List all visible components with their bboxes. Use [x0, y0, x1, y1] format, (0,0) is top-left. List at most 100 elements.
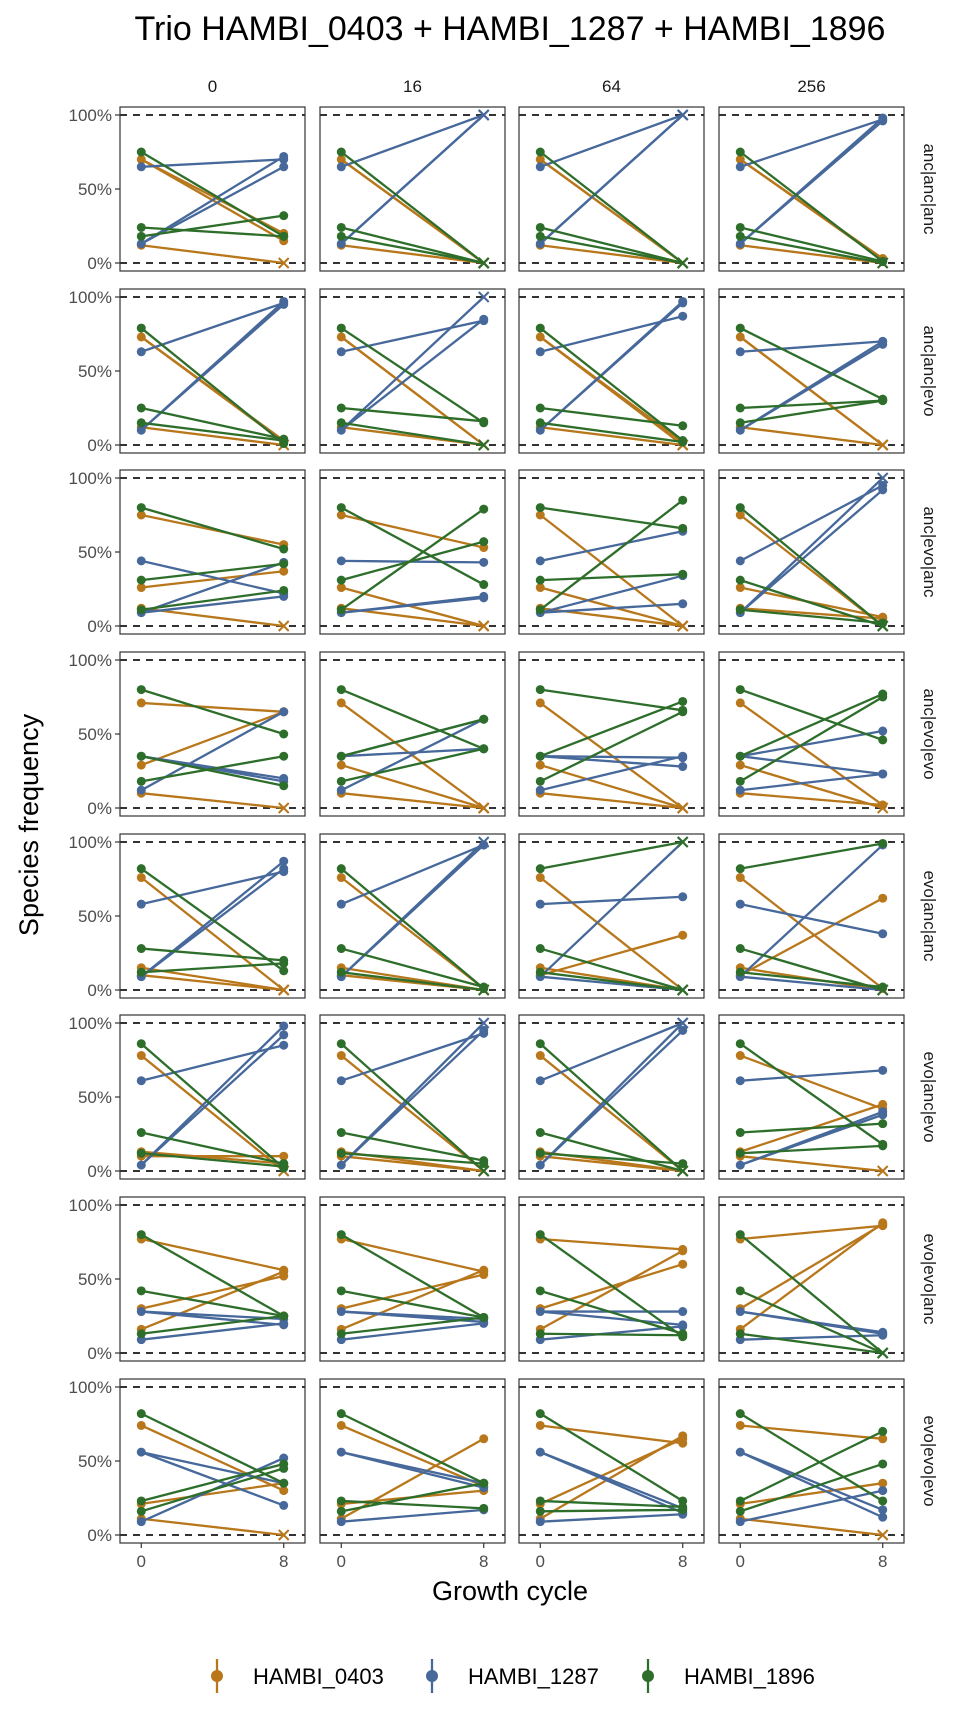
- start-point: [136, 1160, 146, 1170]
- end-point: [678, 1259, 688, 1269]
- end-point: [279, 1500, 289, 1510]
- series-line: [739, 118, 884, 168]
- start-point: [535, 944, 545, 954]
- series-line: [340, 844, 485, 978]
- end-point: [678, 311, 688, 321]
- chart-title: Trio HAMBI_0403 + HAMBI_1287 + HAMBI_189…: [135, 10, 886, 48]
- series-line: [539, 1021, 684, 1082]
- start-point: [735, 751, 745, 761]
- legend: HAMBI_0403 HAMBI_1287 HAMBI_1896: [211, 1659, 815, 1693]
- end-point: [878, 1486, 888, 1496]
- start-point: [136, 899, 146, 909]
- series-line: [340, 1032, 485, 1082]
- start-point: [735, 1329, 745, 1339]
- start-point: [136, 785, 146, 795]
- series-line: [340, 151, 485, 264]
- start-point: [336, 147, 346, 157]
- series-line: [739, 484, 884, 562]
- series-line: [540, 530, 683, 563]
- end-point: [279, 566, 289, 576]
- panel-border: [119, 651, 306, 817]
- end-point: [878, 339, 888, 349]
- row-strip-label: evo|anc|evo: [920, 1051, 939, 1142]
- end-point: [878, 116, 888, 126]
- panel-border: [518, 833, 705, 999]
- panel-border: [119, 1196, 306, 1362]
- start-point: [336, 1286, 346, 1296]
- start-point: [136, 231, 146, 241]
- y-tick-label: 0%: [87, 1526, 112, 1545]
- series-line: [140, 1412, 285, 1485]
- start-point: [336, 403, 346, 413]
- start-point: [535, 785, 545, 795]
- series-line: [140, 165, 285, 245]
- row-strip-label: evo|anc|anc: [920, 870, 939, 962]
- start-point: [136, 1051, 146, 1061]
- y-tick-label: 100%: [69, 469, 112, 488]
- series-line: [141, 226, 284, 238]
- row-strip-label: anc|evo|anc: [920, 506, 939, 598]
- start-point: [735, 222, 745, 232]
- series-line: [739, 579, 884, 628]
- start-point: [535, 1230, 545, 1240]
- series-line: [739, 947, 884, 992]
- series-line: [739, 120, 884, 245]
- start-point: [336, 776, 346, 786]
- legend-label: HAMBI_1287: [468, 1664, 599, 1689]
- end-point: [279, 1040, 289, 1050]
- end-point: [678, 705, 688, 715]
- legend-key-point: [426, 1670, 438, 1682]
- start-point: [535, 147, 545, 157]
- end-point: [678, 696, 688, 706]
- series-line: [140, 876, 285, 991]
- start-point: [735, 1160, 745, 1170]
- start-point: [535, 864, 545, 874]
- end-point: [878, 1426, 888, 1436]
- series-line: [340, 114, 485, 245]
- series-line: [539, 1042, 684, 1172]
- end-point: [479, 1434, 489, 1444]
- series-line: [141, 607, 284, 628]
- start-point: [336, 1329, 346, 1339]
- start-point: [535, 332, 545, 342]
- series-line: [540, 755, 683, 759]
- start-point: [336, 503, 346, 513]
- series-line: [341, 1508, 484, 1523]
- series-line: [739, 327, 884, 401]
- end-point: [479, 504, 489, 514]
- start-point: [336, 425, 346, 435]
- extinction-marker: [278, 620, 290, 632]
- y-tick-label: 100%: [69, 1196, 112, 1215]
- y-tick-label: 0%: [87, 1344, 112, 1363]
- end-point: [479, 984, 489, 994]
- series-line: [340, 336, 485, 446]
- start-point: [535, 510, 545, 520]
- series-line: [740, 1334, 883, 1341]
- start-point: [136, 1286, 146, 1296]
- end-point: [279, 162, 289, 172]
- series-line: [141, 1322, 284, 1341]
- start-point: [336, 1128, 346, 1138]
- y-tick-label: 100%: [69, 1014, 112, 1033]
- series-line: [141, 214, 284, 238]
- start-point: [336, 1307, 346, 1317]
- end-point: [479, 1478, 489, 1488]
- series-line: [540, 1424, 683, 1445]
- row-strip-label: anc|anc|anc: [920, 143, 939, 235]
- start-point: [136, 751, 146, 761]
- start-point: [535, 425, 545, 435]
- series-line: [540, 1325, 683, 1341]
- end-point: [678, 523, 688, 533]
- series-line: [340, 763, 485, 810]
- start-point: [336, 1496, 346, 1506]
- series-line: [539, 1437, 684, 1505]
- end-point: [479, 557, 489, 567]
- series-line: [740, 755, 883, 776]
- extinction-marker: [677, 109, 689, 121]
- series-line: [341, 747, 484, 758]
- y-tick-label: 50%: [78, 1088, 112, 1107]
- start-point: [136, 510, 146, 520]
- start-point: [735, 1496, 745, 1506]
- start-point: [136, 556, 146, 566]
- series-line: [539, 574, 684, 614]
